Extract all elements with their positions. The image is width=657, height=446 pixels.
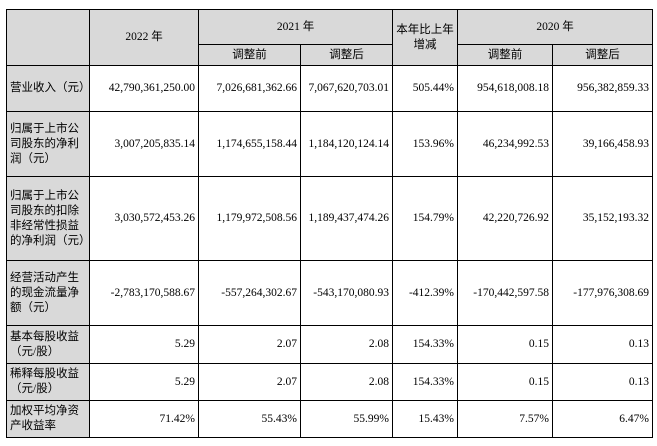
header-2021-after-adjustment: 调整后 bbox=[300, 44, 393, 66]
value-2022: 3,030,572,453.26 bbox=[89, 176, 199, 261]
header-2021-before-adjustment: 调整前 bbox=[198, 44, 301, 66]
value-2020-before: 0.15 bbox=[457, 363, 553, 401]
row-label: 归属于上市公司股东的扣除非经常性损益的净利润（元） bbox=[6, 176, 90, 261]
table-row: 归属于上市公司股东的扣除非经常性损益的净利润（元） 3,030,572,453.… bbox=[6, 176, 653, 261]
value-2020-before: 0.15 bbox=[457, 325, 553, 364]
value-2021-after: 1,189,437,474.26 bbox=[300, 176, 393, 261]
value-2020-before: 42,220,726.92 bbox=[457, 176, 553, 261]
value-2021-before: 2.07 bbox=[198, 325, 301, 364]
value-2022: 71.42% bbox=[89, 400, 199, 438]
value-yoy: -412.39% bbox=[392, 260, 458, 326]
header-2020: 2020 年 bbox=[457, 9, 653, 45]
value-2021-before: -557,264,302.67 bbox=[198, 260, 301, 326]
value-2021-after: 55.99% bbox=[300, 400, 393, 438]
value-2021-before: 2.07 bbox=[198, 363, 301, 401]
value-2021-after: 2.08 bbox=[300, 325, 393, 364]
value-2020-after: 35,152,193.32 bbox=[552, 176, 653, 261]
value-yoy: 154.33% bbox=[392, 325, 458, 364]
value-2021-after: 1,184,120,124.14 bbox=[300, 111, 393, 177]
header-yoy-change: 本年比上年增减 bbox=[392, 9, 458, 66]
table-row: 加权平均净资产收益率 71.42% 55.43% 55.99% 15.43% 7… bbox=[6, 400, 653, 438]
value-2022: -2,783,170,588.67 bbox=[89, 260, 199, 326]
value-2020-before: 46,234,992.53 bbox=[457, 111, 553, 177]
value-yoy: 15.43% bbox=[392, 400, 458, 438]
value-2022: 3,007,205,835.14 bbox=[89, 111, 199, 177]
value-2021-after: 7,067,620,703.01 bbox=[300, 65, 393, 112]
row-label: 经营活动产生的现金流量净额（元） bbox=[6, 260, 90, 326]
financial-summary-table: 2022 年 2021 年 本年比上年增减 2020 年 调整前 调整后 调整前… bbox=[6, 9, 653, 438]
value-2020-after: 956,382,859.33 bbox=[552, 65, 653, 112]
header-2020-after-adjustment: 调整后 bbox=[552, 44, 653, 66]
value-2020-after: 0.13 bbox=[552, 325, 653, 364]
value-yoy: 154.33% bbox=[392, 363, 458, 401]
value-2021-after: 2.08 bbox=[300, 363, 393, 401]
value-2021-before: 1,179,972,508.56 bbox=[198, 176, 301, 261]
value-2021-before: 55.43% bbox=[198, 400, 301, 438]
value-2020-after: 6.47% bbox=[552, 400, 653, 438]
row-label: 基本每股收益（元/股） bbox=[6, 325, 90, 364]
value-2020-after: 0.13 bbox=[552, 363, 653, 401]
value-2020-before: 7.57% bbox=[457, 400, 553, 438]
table-row: 经营活动产生的现金流量净额（元） -2,783,170,588.67 -557,… bbox=[6, 260, 653, 326]
table-row: 营业收入（元） 42,790,361,250.00 7,026,681,362.… bbox=[6, 65, 653, 112]
value-2020-before: 954,618,008.18 bbox=[457, 65, 553, 112]
value-yoy: 153.96% bbox=[392, 111, 458, 177]
row-label: 加权平均净资产收益率 bbox=[6, 400, 90, 438]
value-2022: 5.29 bbox=[89, 325, 199, 364]
header-2020-before-adjustment: 调整前 bbox=[457, 44, 553, 66]
value-2020-before: -170,442,597.58 bbox=[457, 260, 553, 326]
value-2022: 5.29 bbox=[89, 363, 199, 401]
row-label: 营业收入（元） bbox=[6, 65, 90, 112]
row-label: 归属于上市公司股东的净利润（元） bbox=[6, 111, 90, 177]
value-2021-after: -543,170,080.93 bbox=[300, 260, 393, 326]
value-2020-after: -177,976,308.69 bbox=[552, 260, 653, 326]
table-row: 基本每股收益（元/股） 5.29 2.07 2.08 154.33% 0.15 … bbox=[6, 325, 653, 364]
value-2022: 42,790,361,250.00 bbox=[89, 65, 199, 112]
header-2022: 2022 年 bbox=[89, 9, 199, 66]
value-2020-after: 39,166,458.93 bbox=[552, 111, 653, 177]
value-2021-before: 1,174,655,158.44 bbox=[198, 111, 301, 177]
value-2021-before: 7,026,681,362.66 bbox=[198, 65, 301, 112]
row-label: 稀释每股收益（元/股） bbox=[6, 363, 90, 401]
table-row: 稀释每股收益（元/股） 5.29 2.07 2.08 154.33% 0.15 … bbox=[6, 363, 653, 401]
table-row: 归属于上市公司股东的净利润（元） 3,007,205,835.14 1,174,… bbox=[6, 111, 653, 177]
header-2021: 2021 年 bbox=[198, 9, 393, 45]
value-yoy: 154.79% bbox=[392, 176, 458, 261]
value-yoy: 505.44% bbox=[392, 65, 458, 112]
corner-header-cell bbox=[6, 9, 90, 66]
